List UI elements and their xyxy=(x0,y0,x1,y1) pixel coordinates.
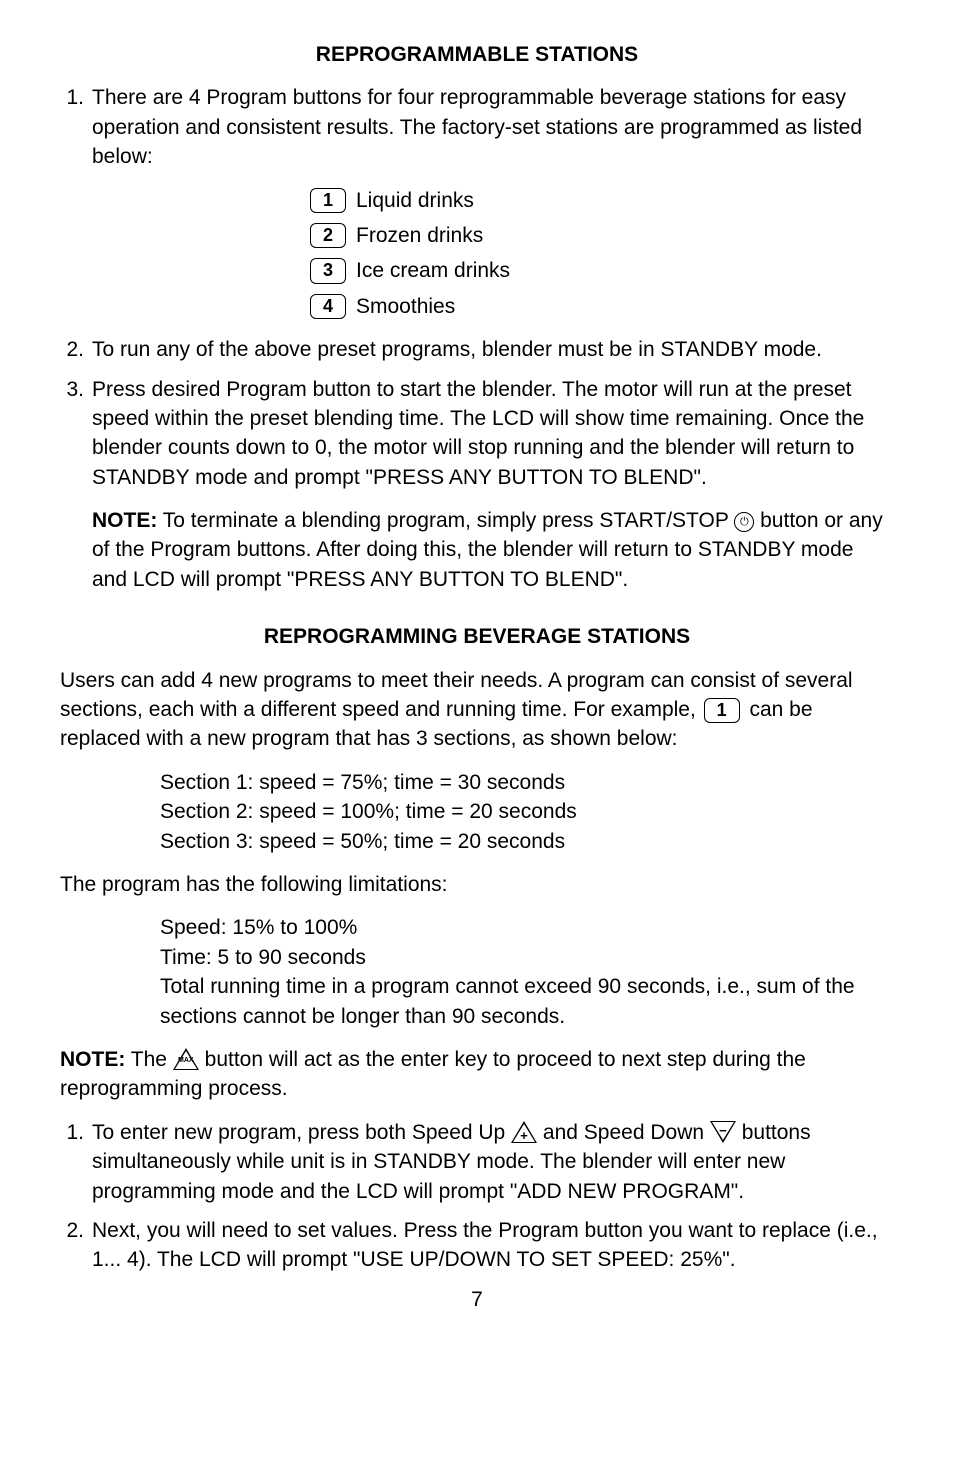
limit-3: Total running time in a program cannot e… xyxy=(160,972,894,1031)
list-num-2: 2. xyxy=(60,335,92,364)
list-num-3: 3. xyxy=(60,375,92,493)
section-2: Section 2: speed = 100%; time = 20 secon… xyxy=(160,797,894,826)
limit-1: Speed: 15% to 100% xyxy=(160,913,894,942)
list-num-1: 1. xyxy=(60,83,92,171)
speed-up-icon: + xyxy=(511,1121,537,1145)
list-text-2: To run any of the above preset programs,… xyxy=(92,335,894,364)
list-text-3: Press desired Program button to start th… xyxy=(92,375,894,493)
station-box-1: 1 xyxy=(310,188,346,213)
r1-a: To enter new program, press both Speed U… xyxy=(92,1121,511,1144)
heading-reprogrammable: REPROGRAMMABLE STATIONS xyxy=(60,40,894,69)
station-row-1: 1 Liquid drinks xyxy=(310,186,894,215)
para-2-box: 1 xyxy=(704,698,740,723)
station-row-3: 3 Ice cream drinks xyxy=(310,256,894,285)
list-item-3: 3. Press desired Program button to start… xyxy=(60,375,894,493)
list-text-r2: Next, you will need to set values. Press… xyxy=(92,1216,894,1275)
note-label-1: NOTE: xyxy=(92,509,157,532)
note-label-2: NOTE: xyxy=(60,1048,125,1071)
station-row-2: 2 Frozen drinks xyxy=(310,221,894,250)
limit-2: Time: 5 to 90 seconds xyxy=(160,943,894,972)
r1-b: and Speed Down xyxy=(537,1121,710,1144)
station-label-1: Liquid drinks xyxy=(356,186,474,215)
list-item-2: 2. To run any of the above preset progra… xyxy=(60,335,894,364)
station-label-4: Smoothies xyxy=(356,292,455,321)
list-item-1: 1. There are 4 Program buttons for four … xyxy=(60,83,894,171)
note-text-1a: To terminate a blending program, simply … xyxy=(157,509,734,532)
station-list: 1 Liquid drinks 2 Frozen drinks 3 Ice cr… xyxy=(310,186,894,322)
station-box-3: 3 xyxy=(310,258,346,283)
power-icon: ⏻ xyxy=(734,512,754,532)
page-number: 7 xyxy=(60,1285,894,1314)
sections-block: Section 1: speed = 75%; time = 30 second… xyxy=(160,768,894,856)
note-2: NOTE: The MAX button will act as the ent… xyxy=(60,1045,894,1104)
list-item-r1: 1. To enter new program, press both Spee… xyxy=(60,1118,894,1206)
list-text-1: There are 4 Program buttons for four rep… xyxy=(92,83,894,171)
section-1: Section 1: speed = 75%; time = 30 second… xyxy=(160,768,894,797)
note-2a: The xyxy=(125,1048,172,1071)
section-3: Section 3: speed = 50%; time = 20 second… xyxy=(160,827,894,856)
max-triangle-icon: MAX xyxy=(173,1048,199,1072)
list-item-r2: 2. Next, you will need to set values. Pr… xyxy=(60,1216,894,1275)
list-num-r2: 2. xyxy=(60,1216,92,1275)
heading-reprogramming: REPROGRAMMING BEVERAGE STATIONS xyxy=(60,622,894,651)
list-num-r1: 1. xyxy=(60,1118,92,1206)
limits-block: Speed: 15% to 100% Time: 5 to 90 seconds… xyxy=(160,913,894,1031)
speed-down-icon: − xyxy=(710,1121,736,1145)
list-text-r1: To enter new program, press both Speed U… xyxy=(92,1118,894,1206)
station-box-4: 4 xyxy=(310,294,346,319)
station-label-2: Frozen drinks xyxy=(356,221,483,250)
station-box-2: 2 xyxy=(310,223,346,248)
note-1: NOTE: To terminate a blending program, s… xyxy=(92,506,894,594)
station-label-3: Ice cream drinks xyxy=(356,256,510,285)
para-2: Users can add 4 new programs to meet the… xyxy=(60,666,894,754)
station-row-4: 4 Smoothies xyxy=(310,292,894,321)
para-3: The program has the following limitation… xyxy=(60,870,894,899)
